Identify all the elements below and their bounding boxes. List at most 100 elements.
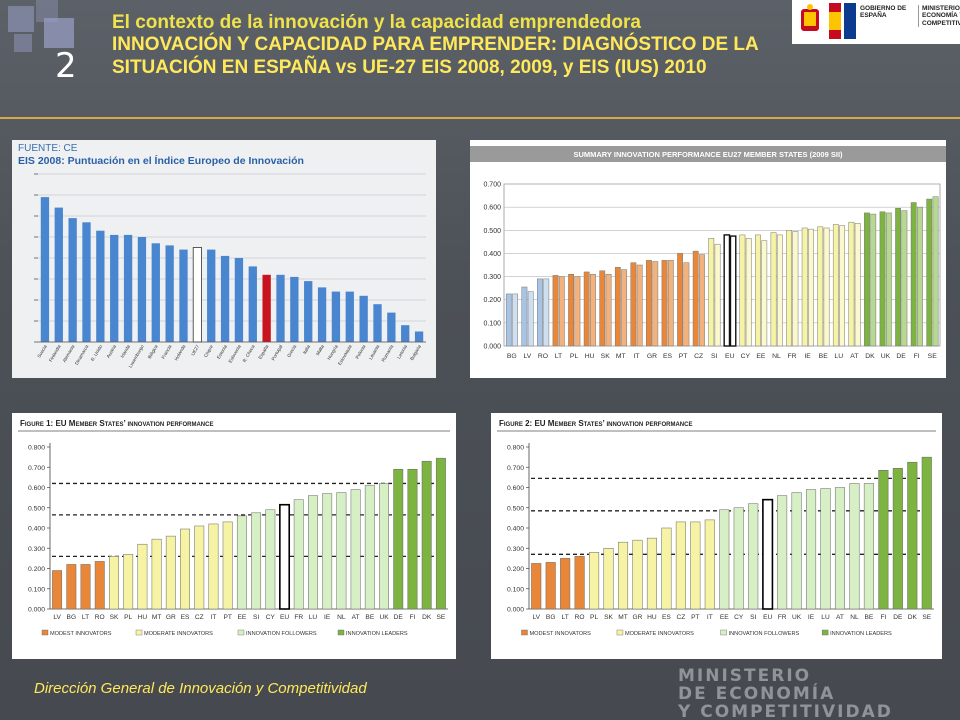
- bar: [917, 206, 923, 347]
- x-tick-label: NL: [850, 614, 859, 621]
- x-tick-label: IE: [808, 614, 815, 621]
- chart-title: Figure 2: EU Member States’ innovation p…: [499, 419, 692, 428]
- bar: [54, 207, 63, 342]
- x-tick-label: PL: [590, 614, 598, 621]
- x-tick-label: BG: [67, 614, 77, 621]
- bar: [574, 276, 581, 347]
- bar: [336, 492, 347, 610]
- bar: [512, 293, 519, 347]
- x-tick-label: SK: [601, 353, 611, 360]
- x-tick-label: HU: [585, 353, 595, 360]
- x-tick-label: SI: [750, 614, 756, 621]
- x-tick-label: GR: [633, 614, 643, 621]
- bar: [806, 489, 817, 610]
- x-tick-label: CY: [734, 614, 744, 621]
- bar: [667, 260, 674, 347]
- x-tick-label: CZ: [676, 614, 685, 621]
- x-tick-label: LT: [555, 353, 562, 360]
- y-tick-label: 0.400: [483, 251, 501, 258]
- bar: [745, 238, 752, 347]
- bar: [379, 483, 389, 610]
- bar: [545, 562, 556, 610]
- x-tick-label: PT: [223, 614, 231, 621]
- figure-2-chart: Figure 2: EU Member States’ innovation p…: [497, 419, 936, 637]
- bar: [849, 483, 860, 610]
- bar: [123, 234, 133, 342]
- bar: [290, 276, 299, 342]
- bar: [552, 275, 559, 347]
- bar: [151, 243, 160, 342]
- legend-label: INNOVATION FOLLOWERS: [729, 631, 800, 637]
- bar: [364, 485, 375, 610]
- x-tick-label: FI: [410, 614, 416, 621]
- y-tick-label: 0.200: [483, 297, 501, 304]
- legend-swatch: [720, 629, 727, 636]
- bar: [848, 221, 855, 347]
- chart-panel-eis-2008: FUENTE: CE EIS 2008: Puntuación en el Índ…: [12, 140, 436, 378]
- bar: [265, 509, 276, 610]
- x-tick-label: BE: [365, 614, 374, 621]
- y-tick-label: 0.800: [28, 445, 45, 452]
- bar: [435, 457, 446, 610]
- bar: [714, 243, 721, 347]
- bar: [293, 499, 304, 610]
- x-tick-label: EU: [763, 614, 772, 621]
- x-tick-label: LU: [821, 614, 830, 621]
- bar: [646, 537, 657, 610]
- chart-panel-figure-1: Figure 1: EU Member States’ innovation p…: [12, 413, 456, 659]
- legend-label: MODEST INNOVATORS: [50, 631, 112, 637]
- bar: [373, 304, 382, 342]
- bar: [137, 543, 148, 610]
- bar: [892, 468, 903, 610]
- bar: [748, 503, 759, 610]
- x-tick-label: LV: [53, 614, 61, 621]
- x-tick-label: Eslovaquia: [337, 344, 353, 366]
- x-tick-label: Eslovenia: [228, 344, 243, 364]
- chart-source: FUENTE: CE: [18, 143, 78, 154]
- x-tick-label: RO: [538, 353, 548, 360]
- x-tick-label: Finlandia: [48, 344, 62, 363]
- x-tick-label: ES: [181, 614, 190, 621]
- y-tick-label: 0.600: [28, 485, 45, 492]
- bar: [317, 287, 327, 342]
- bar: [308, 495, 318, 610]
- legend-label: INNOVATION LEADERS: [346, 631, 408, 637]
- bar: [921, 456, 932, 610]
- y-tick-label: 0.400: [507, 526, 524, 533]
- bar: [792, 231, 799, 347]
- bar: [808, 228, 814, 347]
- y-tick-label: 0.300: [507, 546, 524, 553]
- bar: [220, 255, 230, 342]
- x-tick-label: HU: [138, 614, 148, 621]
- bar: [675, 521, 686, 610]
- x-tick-label: Suecia: [36, 344, 48, 359]
- x-tick-label: EU: [725, 353, 735, 360]
- x-tick-label: Dinamarca: [74, 344, 90, 366]
- x-tick-label: AT: [352, 614, 360, 621]
- x-tick-label: SK: [110, 614, 119, 621]
- ministry-logo-text: MINISTERIO DE ECONOMÍA Y COMPETITIVIDAD: [918, 5, 960, 28]
- sii-2009-chart: SUMMARY INNOVATION PERFORMANCE EU27 MEMB…: [470, 140, 946, 378]
- bar: [617, 541, 629, 610]
- bar: [574, 556, 585, 610]
- bar: [165, 535, 176, 610]
- bar: [407, 469, 418, 610]
- bar: [776, 234, 783, 347]
- x-tick-label: Rumanía: [381, 344, 395, 363]
- bar: [180, 528, 190, 610]
- bar: [276, 274, 285, 342]
- x-tick-label: EE: [720, 614, 729, 621]
- x-tick-label: Polonia: [355, 344, 367, 360]
- bar: [345, 291, 354, 342]
- y-tick-label: 0.600: [483, 205, 501, 212]
- x-tick-label: LU: [309, 614, 318, 621]
- chart-title: EIS 2008: Puntuación en el Índice Europe…: [18, 154, 304, 167]
- decorative-square: [36, 0, 58, 22]
- bar: [791, 492, 802, 610]
- bar: [543, 278, 550, 347]
- bar: [568, 274, 575, 347]
- bar: [52, 570, 63, 610]
- x-tick-label: SI: [711, 353, 718, 360]
- title-line-3: SITUACIÓN EN ESPAÑA vs UE-27 EIS 2008, 2…: [112, 56, 707, 78]
- x-tick-label: NL: [337, 614, 346, 621]
